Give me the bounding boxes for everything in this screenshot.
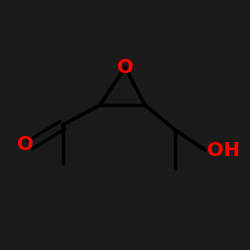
Text: O: O xyxy=(117,58,133,77)
Text: OH: OH xyxy=(208,140,240,160)
Text: O: O xyxy=(17,136,33,154)
